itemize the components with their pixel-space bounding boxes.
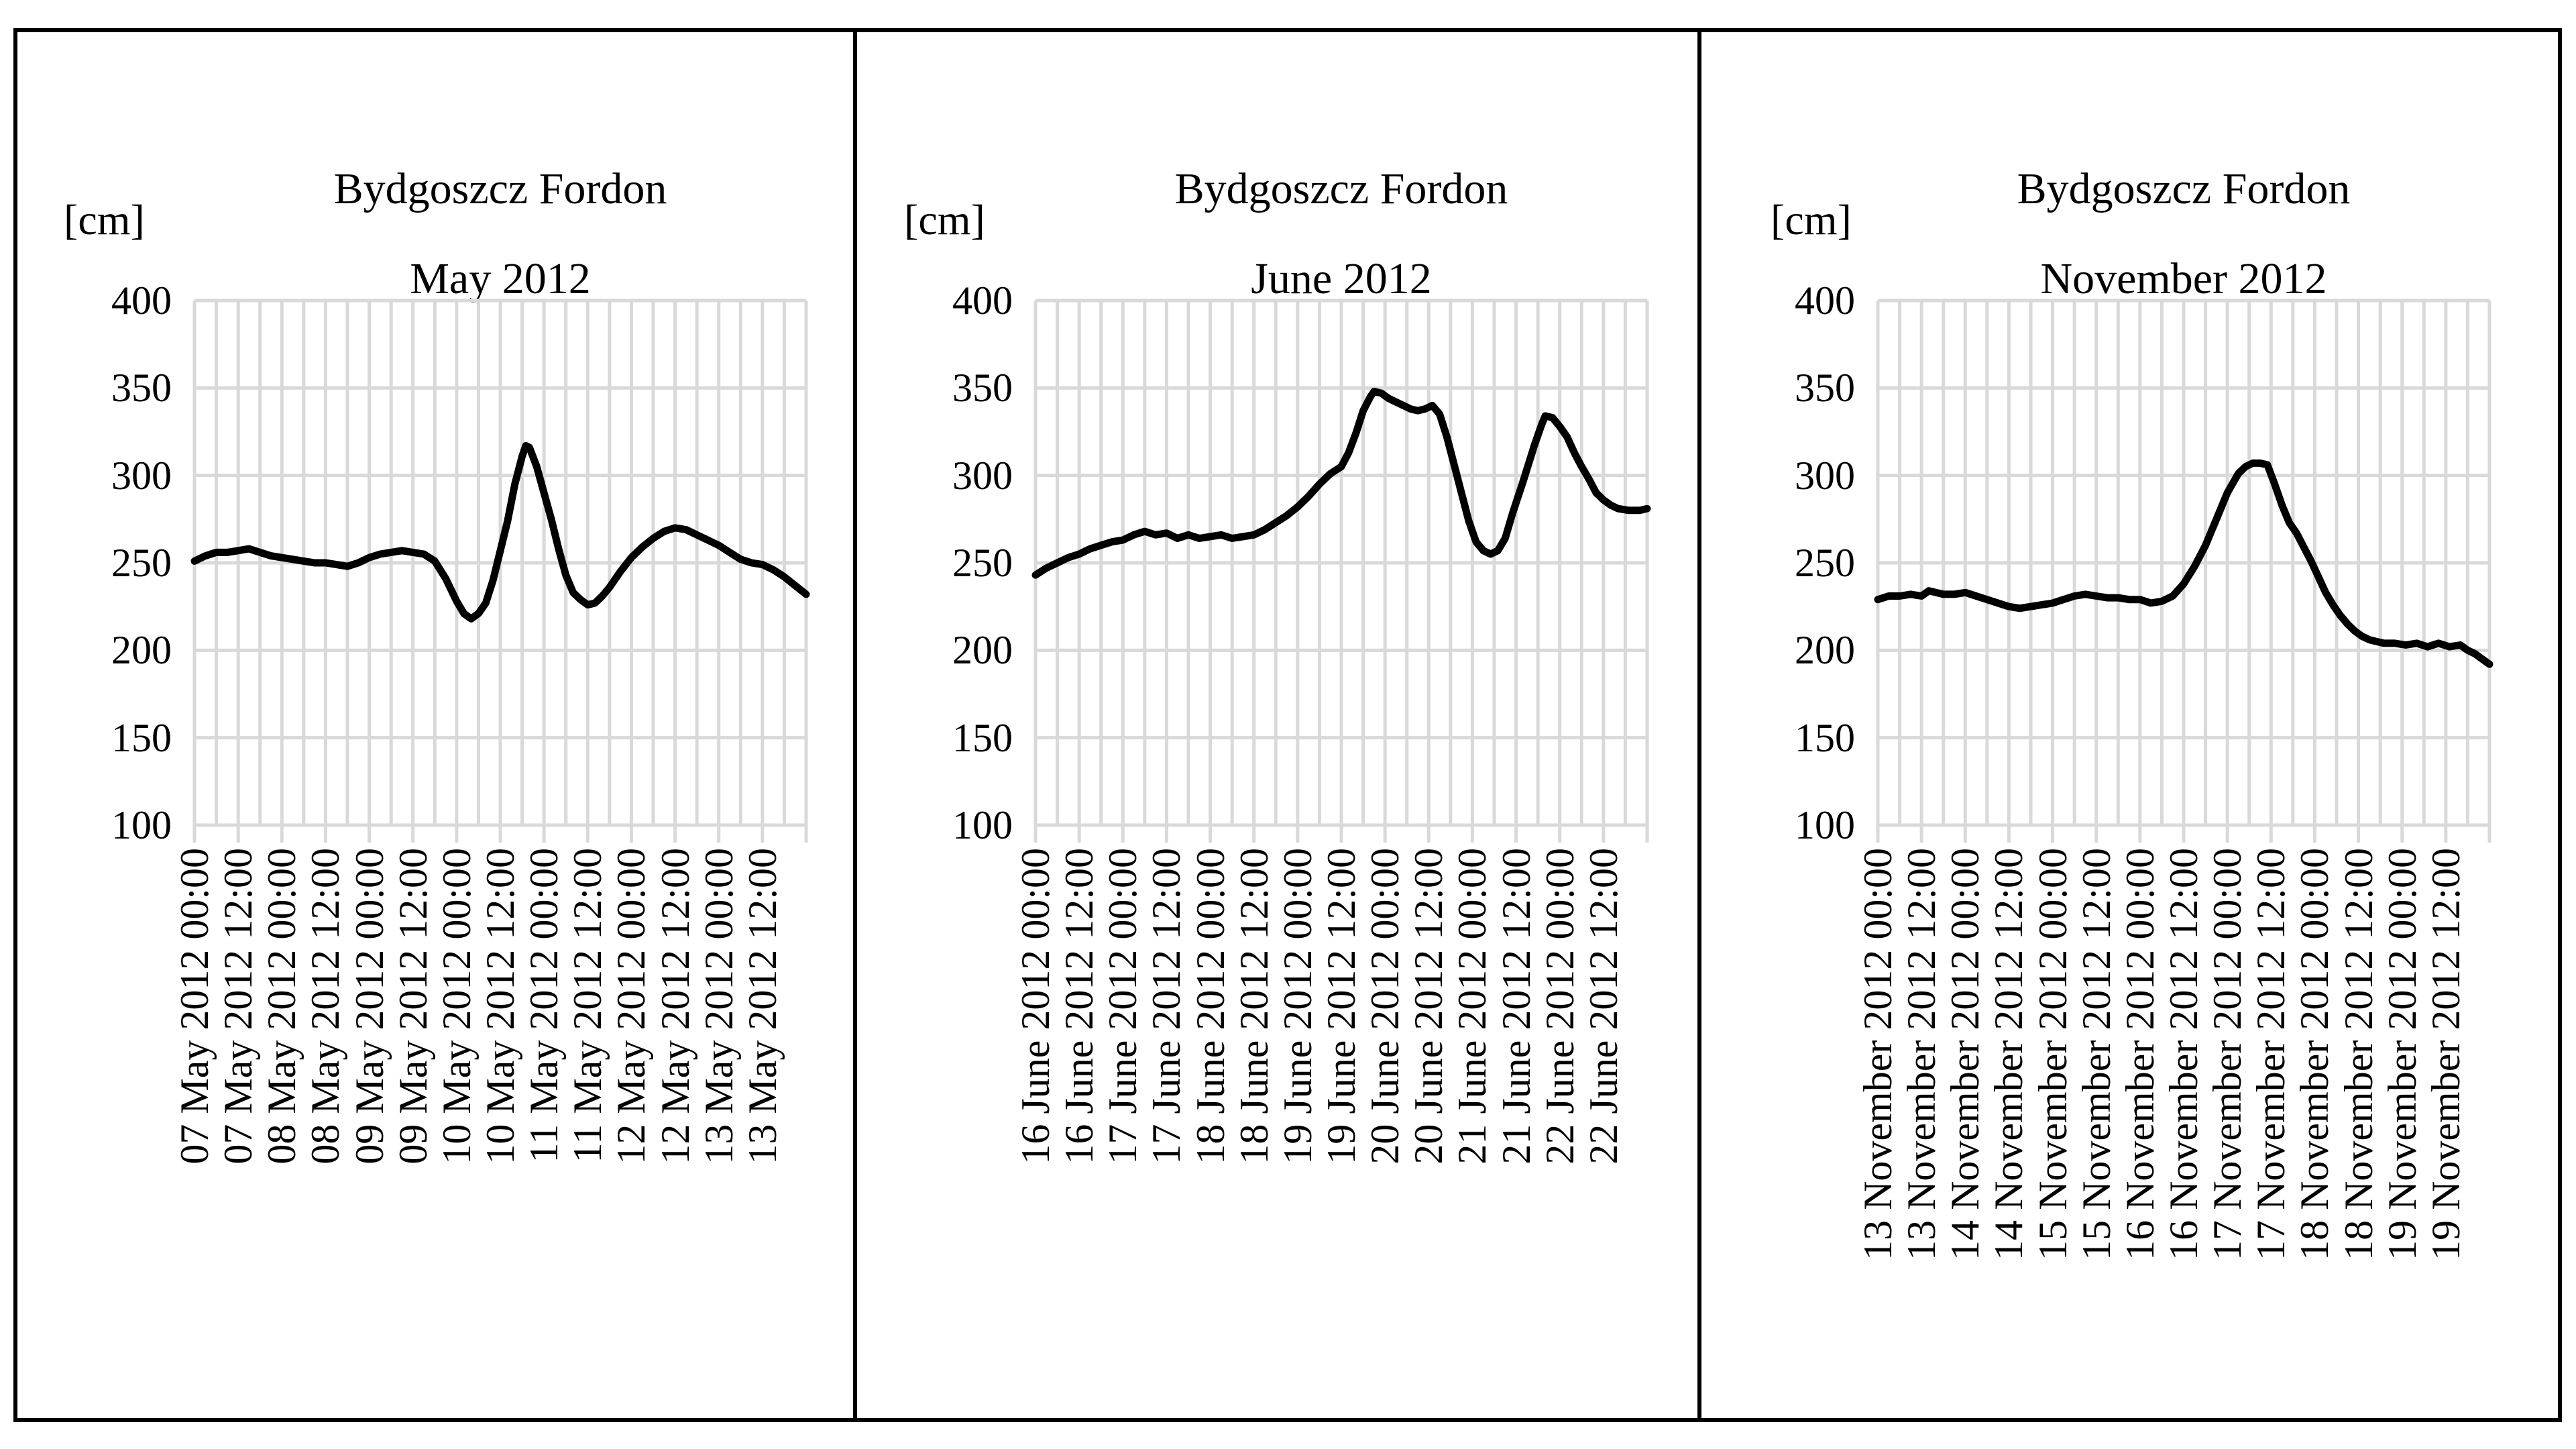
y-axis-tick-label: 150 [952, 715, 1013, 760]
x-axis-tick-label: 18 June 2012 12:00 [1231, 848, 1276, 1165]
y-axis-unit-label: [cm] [1771, 196, 1852, 244]
y-axis-unit-label: [cm] [904, 196, 985, 244]
x-axis-tick-label: 19 November 2012 12:00 [2423, 848, 2468, 1260]
x-axis-tick-label: 17 June 2012 00:00 [1101, 848, 1145, 1165]
y-axis-tick-label: 150 [1795, 715, 1855, 760]
x-axis-tick-label: 11 May 2012 00:00 [522, 848, 567, 1163]
x-axis-tick-label: 19 June 2012 00:00 [1275, 848, 1320, 1165]
x-axis-tick-label: 18 November 2012 12:00 [2336, 848, 2381, 1260]
x-axis-tick-label: 07 May 2012 12:00 [216, 848, 261, 1165]
x-axis-tick-label: 16 June 2012 00:00 [1013, 848, 1058, 1165]
x-axis-tick-label: 15 November 2012 12:00 [2074, 848, 2119, 1260]
x-axis-tick-label: 20 June 2012 12:00 [1406, 848, 1451, 1165]
y-axis-tick-label: 250 [1795, 541, 1855, 585]
y-axis-tick-label: 250 [952, 541, 1013, 585]
y-axis-tick-label: 100 [111, 803, 172, 847]
y-axis-tick-label: 200 [1795, 628, 1855, 673]
y-axis-tick-label: 100 [1795, 803, 1855, 847]
x-axis-tick-label: 17 June 2012 12:00 [1144, 848, 1189, 1165]
x-axis-tick-label: 09 May 2012 12:00 [390, 848, 435, 1165]
x-axis-tick-label: 17 November 2012 12:00 [2249, 848, 2294, 1260]
x-axis-tick-label: 22 June 2012 00:00 [1537, 848, 1582, 1165]
x-axis-tick-label: 16 June 2012 12:00 [1057, 848, 1102, 1165]
chart-title: Bydgoszcz Fordon [1174, 164, 1508, 213]
plot-area [1874, 299, 2494, 843]
panel-divider-2 [1697, 28, 1701, 1422]
x-axis-tick-label: 13 May 2012 12:00 [740, 848, 785, 1165]
x-axis-tick-label: 21 June 2012 00:00 [1450, 848, 1495, 1165]
plot-area [1031, 299, 1651, 843]
data-line-november-2012 [1874, 459, 2494, 668]
y-axis-tick-label: 350 [952, 366, 1013, 411]
y-axis-tick-label: 300 [952, 453, 1013, 498]
x-axis-tick-label: 12 May 2012 12:00 [653, 848, 697, 1165]
y-axis-tick-label: 100 [952, 803, 1013, 847]
x-axis-tick-label: 20 June 2012 00:00 [1363, 848, 1408, 1165]
x-axis-tick-label: 13 November 2012 12:00 [1899, 848, 1944, 1260]
x-axis-tick-label: 15 November 2012 00:00 [2030, 848, 2075, 1260]
x-axis-tick-label: 13 November 2012 00:00 [1856, 848, 1900, 1260]
x-axis-tick-label: 10 May 2012 00:00 [434, 848, 479, 1165]
x-axis-tick-label: 08 May 2012 00:00 [260, 848, 304, 1165]
x-axis-tick-label: 16 November 2012 12:00 [2162, 848, 2206, 1260]
figure-frame [13, 28, 2562, 1422]
x-axis-tick-label: 19 June 2012 12:00 [1319, 848, 1363, 1165]
y-axis-tick-label: 400 [111, 278, 172, 323]
x-axis-tick-label: 14 November 2012 12:00 [1986, 848, 2031, 1260]
chart-title: Bydgoszcz Fordon [2017, 164, 2351, 213]
plot-area [190, 299, 810, 843]
x-axis-tick-label: 18 November 2012 00:00 [2292, 848, 2337, 1260]
y-axis-tick-label: 300 [111, 453, 172, 498]
y-axis-tick-label: 150 [111, 715, 172, 760]
y-axis-tick-label: 400 [1795, 278, 1855, 323]
y-axis-unit-label: [cm] [64, 196, 145, 244]
y-axis-tick-label: 300 [1795, 453, 1855, 498]
y-axis-tick-label: 350 [111, 366, 172, 411]
y-axis-tick-label: 200 [111, 628, 172, 673]
x-axis-tick-label: 11 May 2012 12:00 [565, 848, 610, 1163]
x-axis-tick-label: 17 November 2012 00:00 [2205, 848, 2250, 1260]
chart-subtitle: November 2012 [2040, 254, 2327, 303]
x-axis-tick-label: 18 June 2012 00:00 [1188, 848, 1233, 1165]
x-axis-tick-label: 10 May 2012 12:00 [478, 848, 522, 1165]
chart-subtitle: May 2012 [410, 254, 591, 303]
y-axis-tick-label: 200 [952, 628, 1013, 673]
y-axis-tick-label: 400 [952, 278, 1013, 323]
x-axis-tick-label: 22 June 2012 12:00 [1581, 848, 1626, 1165]
x-axis-tick-label: 09 May 2012 00:00 [347, 848, 392, 1165]
y-axis-tick-label: 350 [1795, 366, 1855, 411]
x-axis-tick-label: 16 November 2012 00:00 [2117, 848, 2162, 1260]
chart-title: Bydgoszcz Fordon [333, 164, 667, 213]
x-axis-tick-label: 07 May 2012 00:00 [172, 848, 217, 1165]
chart-subtitle: June 2012 [1251, 254, 1432, 303]
panel-divider-1 [853, 28, 857, 1422]
data-line-may-2012 [190, 441, 810, 623]
x-axis-tick-label: 12 May 2012 00:00 [609, 848, 654, 1165]
data-line-june-2012 [1031, 388, 1651, 579]
x-axis-tick-label: 08 May 2012 12:00 [303, 848, 348, 1165]
x-axis-tick-label: 14 November 2012 00:00 [1943, 848, 1988, 1260]
x-axis-tick-label: 13 May 2012 00:00 [696, 848, 741, 1165]
y-axis-tick-label: 250 [111, 541, 172, 585]
x-axis-tick-label: 21 June 2012 12:00 [1494, 848, 1538, 1165]
x-axis-tick-label: 19 November 2012 00:00 [2379, 848, 2424, 1260]
